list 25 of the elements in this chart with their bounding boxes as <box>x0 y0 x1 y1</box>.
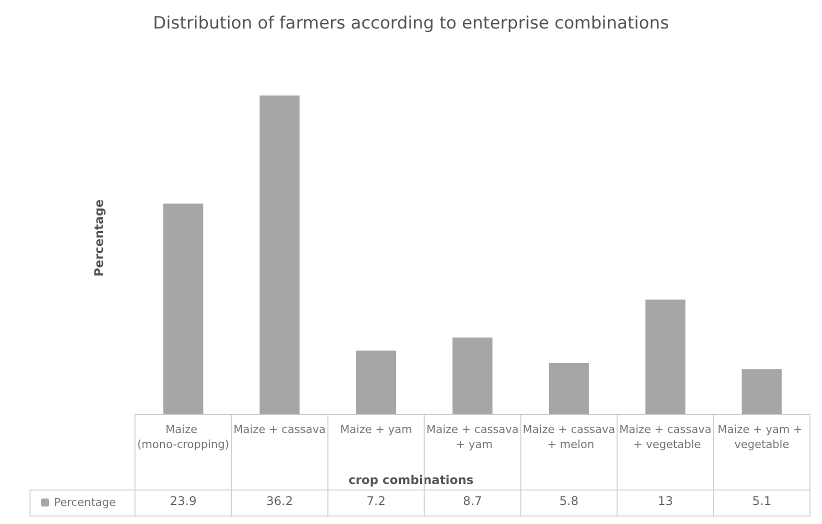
data-label: 7.2 <box>366 494 386 508</box>
x-tick-label: Maize + yam + vegetable <box>718 423 806 451</box>
bar <box>163 204 204 414</box>
bar <box>260 95 300 414</box>
x-tick-label: Maize (mono-cropping) <box>137 423 230 451</box>
data-label: 36.2 <box>266 494 293 508</box>
x-tick-label: Maize + cassava <box>234 423 326 436</box>
y-axis-title: Percentage <box>92 199 106 277</box>
data-label: 8.7 <box>462 494 482 508</box>
data-label: 5.8 <box>559 494 578 508</box>
x-tick-label: Maize + cassava + melon <box>522 423 616 451</box>
x-tick-label: Maize + cassava + yam <box>426 423 519 451</box>
x-tick-label: Maize + cassava + vegetable <box>619 423 712 451</box>
x-axis-title: crop combinations <box>348 473 474 487</box>
data-label: 13 <box>658 494 673 508</box>
x-tick-label: Maize + yam <box>340 423 412 436</box>
bar <box>645 300 686 414</box>
bar <box>548 362 589 414</box>
data-label: 5.1 <box>752 494 772 508</box>
bar <box>452 337 492 414</box>
bar <box>356 350 396 414</box>
legend-label: Percentage <box>54 496 116 509</box>
data-label: 23.9 <box>170 494 197 508</box>
chart-title: Distribution of farmers according to enterprise combinations <box>153 14 670 34</box>
bar <box>742 369 782 414</box>
